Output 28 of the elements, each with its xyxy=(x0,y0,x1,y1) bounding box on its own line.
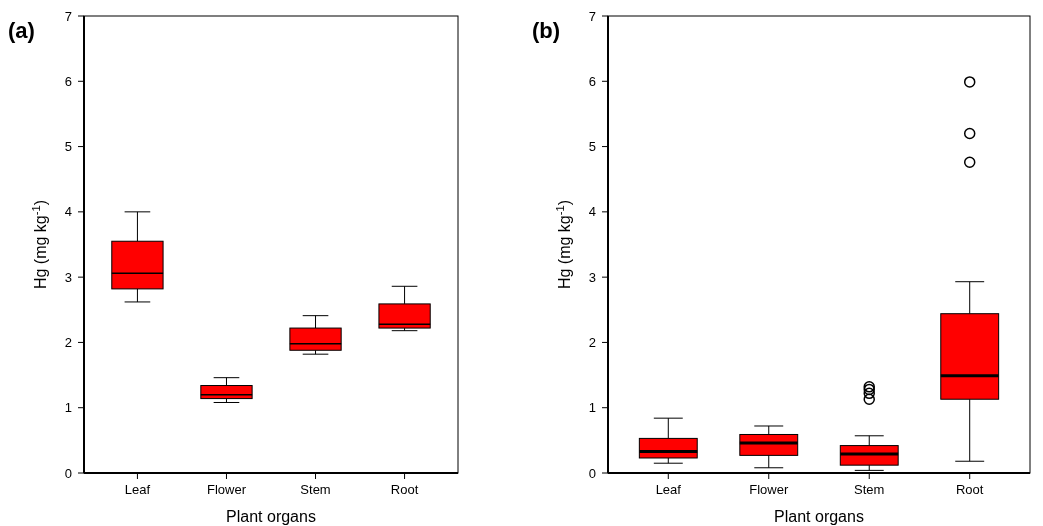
y-tick-label: 2 xyxy=(588,334,596,350)
x-tick-label: Leaf xyxy=(655,482,682,497)
x-tick-label: Root xyxy=(955,482,984,497)
y-tick-label: 2 xyxy=(64,334,72,350)
y-tick-label: 6 xyxy=(588,73,596,89)
x-tick-label: Root xyxy=(390,482,419,497)
y-tick-label: 7 xyxy=(588,8,596,24)
x-tick-label: Stem xyxy=(300,482,331,497)
x-tick-label: Stem xyxy=(854,482,885,497)
x-axis-title: Plant organs xyxy=(226,508,316,525)
x-axis-title: Plant organs xyxy=(774,508,864,525)
x-tick-label: Leaf xyxy=(124,482,151,497)
y-tick-label: 4 xyxy=(64,204,72,220)
y-tick-label: 4 xyxy=(588,204,596,220)
chart-title: (a) xyxy=(8,18,35,43)
x-tick-label: Flower xyxy=(749,482,789,497)
y-tick-label: 1 xyxy=(64,400,72,416)
x-tick-label: Flower xyxy=(206,482,247,497)
y-tick-label: 0 xyxy=(588,465,596,481)
y-tick-label: 3 xyxy=(64,269,72,285)
y-tick-label: 3 xyxy=(588,269,596,285)
y-tick-label: 5 xyxy=(64,139,72,155)
y-tick-label: 6 xyxy=(64,73,72,89)
chart-title: (b) xyxy=(532,18,561,43)
y-tick-label: 1 xyxy=(588,400,596,416)
y-tick-label: 0 xyxy=(64,465,72,481)
y-tick-label: 7 xyxy=(64,8,72,24)
y-tick-label: 5 xyxy=(588,139,596,155)
